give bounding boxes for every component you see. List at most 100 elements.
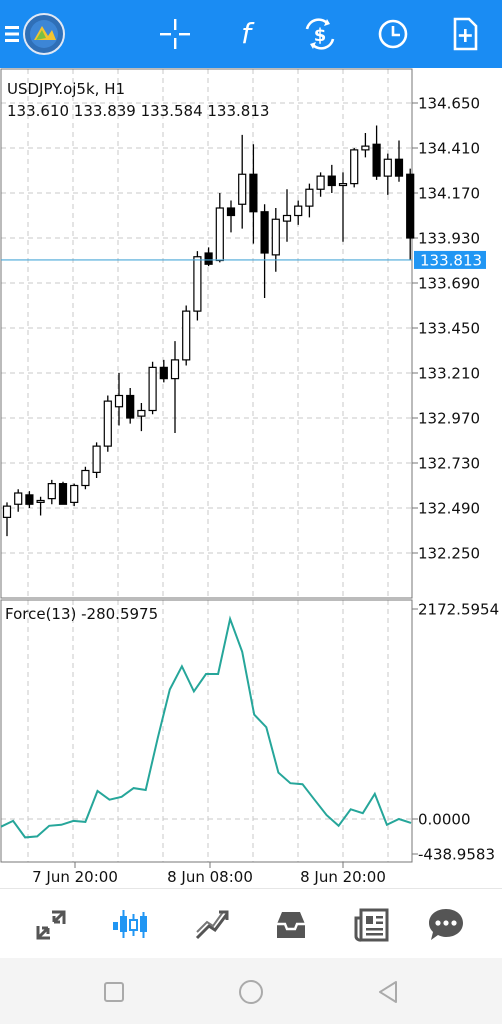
- candle: [36, 496, 45, 516]
- quotes-icon[interactable]: [29, 903, 73, 947]
- history-icon[interactable]: [269, 903, 313, 947]
- time-tick-label: 7 Jun 20:00: [32, 868, 118, 886]
- candle-body-bear: [25, 494, 34, 505]
- indicator-label: Force(13) -280.5975: [5, 605, 158, 623]
- indicator-tick-label: -438.9583: [418, 846, 495, 864]
- candle: [394, 140, 404, 182]
- time-tick-label: 8 Jun 08:00: [167, 868, 253, 886]
- candle-body-bear: [372, 143, 381, 177]
- candle-body-bull: [282, 214, 292, 222]
- price-tick-label: 134.410: [418, 140, 480, 158]
- chart-canvas[interactable]: 134.650 134.410 134.170 133.930 133.690 133.4…: [0, 68, 502, 888]
- candle-body-bull: [271, 218, 280, 256]
- candle-body-bear: [204, 252, 213, 265]
- messages-icon[interactable]: [424, 903, 468, 947]
- candle-body-bear: [260, 211, 269, 254]
- candle-body-bear: [406, 173, 415, 239]
- candle-body-bull: [137, 409, 146, 417]
- candle: [58, 481, 68, 505]
- candle-body-bull: [305, 188, 314, 207]
- menu-icon[interactable]: [0, 12, 32, 56]
- force-indicator-line: [0, 615, 412, 839]
- price-tick-label: 132.490: [418, 500, 480, 518]
- candle: [338, 172, 348, 242]
- price-tick-label: 132.730: [418, 455, 480, 473]
- candle-body-bull: [47, 483, 56, 500]
- home-icon[interactable]: [235, 976, 267, 1008]
- candle: [92, 442, 101, 478]
- candlesticks: [2, 125, 415, 537]
- candle: [70, 483, 79, 507]
- current-price-label: 133.813: [420, 251, 482, 269]
- indicator-frame: [0, 599, 413, 863]
- candle-body-bull: [193, 256, 202, 312]
- indicator-tick-label: 2172.5954: [418, 601, 499, 619]
- candle: [103, 395, 112, 452]
- candle-body-bear: [226, 207, 236, 217]
- crosshair-icon[interactable]: [153, 12, 197, 56]
- candle-body-bull: [36, 499, 45, 503]
- price-tick-label: 134.170: [418, 185, 480, 203]
- candle: [383, 153, 392, 195]
- price-tick-label: 133.690: [418, 275, 480, 293]
- time-axis: 7 Jun 20:00 8 Jun 08:00 8 Jun 20:00: [32, 862, 386, 886]
- price-axis: 134.650 134.410 134.170 133.930 133.690 133.4…: [412, 95, 480, 563]
- candle: [305, 183, 314, 218]
- chart-area[interactable]: 134.650 134.410 134.170 133.930 133.690 133.4…: [0, 68, 502, 888]
- candle: [238, 134, 247, 229]
- trade-icon[interactable]: [190, 903, 234, 947]
- candle: [81, 466, 90, 490]
- candle-body-bull: [114, 394, 124, 408]
- candle-body-bull: [316, 175, 325, 190]
- clock-icon[interactable]: [371, 12, 415, 56]
- price-tick-label: 132.970: [418, 410, 480, 428]
- candle: [282, 189, 292, 242]
- candle: [14, 489, 23, 512]
- candle-body-bull: [103, 400, 112, 447]
- back-icon[interactable]: [372, 976, 404, 1008]
- bottom-navigation: [0, 888, 502, 959]
- price-tick-label: 133.450: [418, 320, 480, 338]
- candle: [47, 479, 56, 505]
- indicator-axis: 2172.5954 0.0000 -438.9583: [412, 601, 499, 864]
- candle-body-bull: [338, 183, 348, 187]
- candle-body-bull: [182, 310, 191, 361]
- currency-exchange-icon[interactable]: $: [298, 12, 342, 56]
- recent-apps-icon[interactable]: [98, 976, 130, 1008]
- chart-icon[interactable]: [110, 903, 154, 947]
- candle: [316, 172, 325, 197]
- candle: [260, 204, 269, 298]
- candle-body-bull: [170, 359, 180, 380]
- candle: [350, 148, 359, 188]
- new-order-icon[interactable]: [443, 12, 487, 56]
- svg-text:$: $: [314, 25, 327, 46]
- candle-body-bull: [2, 505, 12, 518]
- price-tick-label: 133.930: [418, 230, 480, 248]
- top-toolbar: f $: [0, 0, 502, 68]
- candle: [137, 403, 146, 432]
- candle-body-bull: [215, 207, 224, 262]
- price-tick-label: 134.650: [418, 95, 480, 113]
- price-tick-label: 132.250: [418, 545, 480, 563]
- news-icon[interactable]: [350, 903, 394, 947]
- candle: [159, 359, 168, 383]
- candle: [182, 305, 191, 366]
- candle-body-bull: [14, 492, 23, 505]
- candle: [215, 193, 224, 263]
- candle-body-bull: [81, 469, 90, 487]
- candle: [148, 361, 157, 415]
- candle-body-bull: [361, 145, 370, 151]
- ohlc-label: 133.610 133.839 133.584 133.813: [7, 102, 269, 120]
- candle-body-bear: [394, 158, 404, 177]
- candle-body-bear: [58, 483, 68, 505]
- candle-body-bear: [126, 394, 135, 419]
- candle-body-bull: [238, 173, 247, 205]
- metatrader-logo-icon[interactable]: [22, 12, 66, 56]
- candle-body-bear: [327, 175, 336, 187]
- candle: [25, 491, 34, 508]
- candle: [361, 133, 370, 158]
- main-chart-frame: [0, 68, 413, 599]
- function-icon[interactable]: f: [224, 12, 268, 56]
- candle: [170, 341, 180, 433]
- candle-body-bull: [92, 445, 101, 473]
